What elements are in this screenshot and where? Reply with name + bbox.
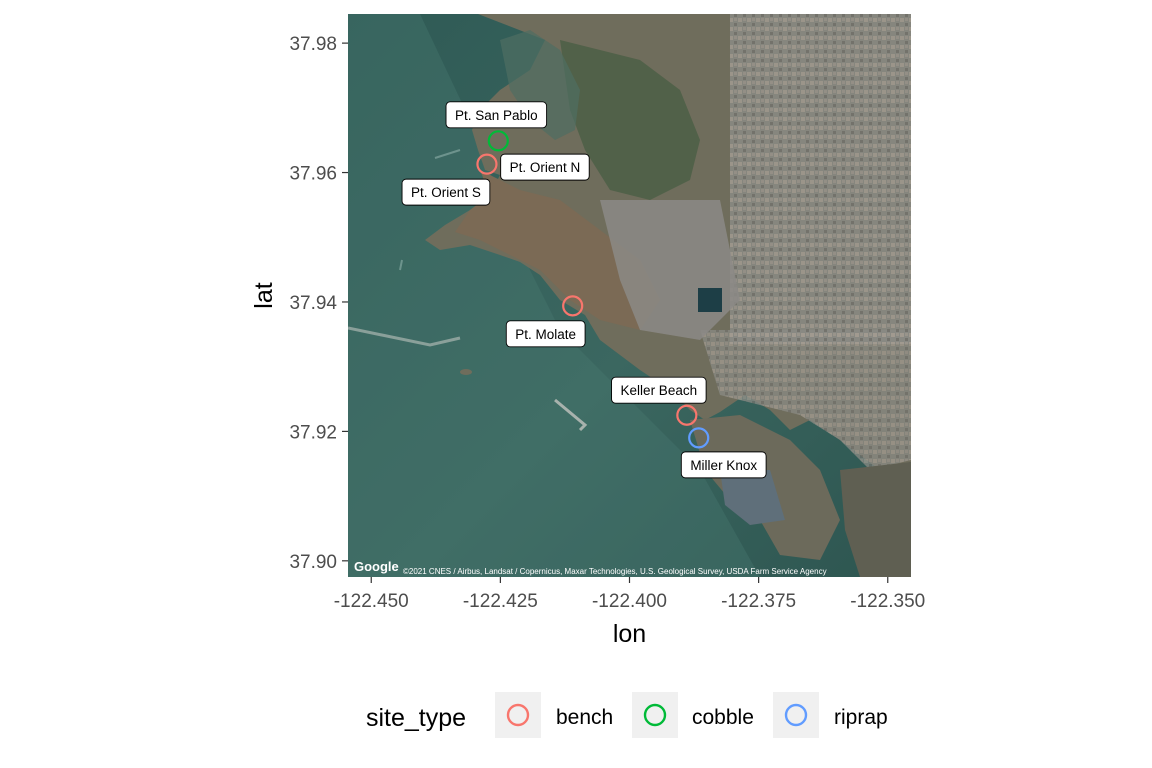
site-point — [487, 130, 509, 152]
site-label: Pt. San Pablo — [445, 101, 548, 129]
site-label-text: Pt. San Pablo — [455, 108, 538, 123]
legend-symbol-riprap — [784, 703, 808, 727]
x-tick-label: -122.425 — [463, 591, 538, 612]
settling-pond — [698, 288, 722, 312]
site-label-box — [401, 178, 491, 206]
site-label-box — [445, 101, 548, 129]
y-axis-title: lat — [250, 282, 278, 308]
site-label-box — [500, 153, 590, 181]
tidal-marsh — [560, 40, 700, 200]
y-tick-label: 37.98 — [289, 34, 337, 55]
site-labels: Pt. San Pablo Pt. Orient N Pt. Orient S Pt.… — [401, 101, 767, 479]
site-point — [676, 404, 698, 426]
y-axis: 37.90 37.92 37.94 37.96 37.98 — [289, 34, 348, 573]
site-label: Keller Beach — [611, 376, 707, 404]
site-label-text: Pt. Molate — [515, 327, 576, 342]
site-point — [562, 295, 584, 317]
legend-key — [773, 692, 819, 738]
marina — [720, 470, 785, 525]
urban-grid — [730, 14, 911, 344]
site-label-box — [611, 376, 707, 404]
legend-symbol-bench — [506, 703, 530, 727]
y-tick-label: 37.96 — [289, 164, 337, 185]
site-label-text: Pt. Orient S — [411, 185, 481, 200]
legend-label-riprap: riprap — [834, 706, 888, 729]
site-label: Pt. Molate — [505, 320, 586, 348]
legend-title: site_type — [366, 704, 466, 732]
legend-key — [495, 692, 541, 738]
site-label: Miller Knox — [680, 451, 767, 479]
legend-label-cobble: cobble — [692, 706, 754, 729]
site-label-box — [680, 451, 767, 479]
legend: site_type bench cobble riprap — [366, 692, 888, 738]
site-label: Pt. Orient N — [500, 153, 590, 181]
site-point — [476, 153, 498, 175]
legend-key — [632, 692, 678, 738]
site-point — [688, 427, 710, 449]
map-attribution: ©2021 CNES / Airbus, Landsat / Copernicu… — [403, 567, 827, 576]
google-logo: Google — [354, 559, 399, 574]
east-shore — [840, 462, 911, 577]
site-points — [476, 130, 710, 449]
x-tick-label: -122.375 — [721, 591, 796, 612]
legend-symbol-cobble — [643, 703, 667, 727]
satellite-basemap: Google ©2021 CNES / Airbus, Landsat / Co… — [348, 14, 911, 577]
site-label-text: Miller Knox — [690, 458, 757, 473]
x-tick-label: -122.400 — [592, 591, 667, 612]
site-label-text: Keller Beach — [621, 383, 698, 398]
marsh-channels — [500, 30, 580, 140]
y-tick-label: 37.92 — [289, 422, 337, 443]
x-axis: -122.450 -122.425 -122.400 -122.375 -122.350 — [334, 577, 925, 612]
y-tick-label: 37.90 — [289, 552, 337, 573]
hills — [455, 170, 660, 330]
x-tick-label: -122.450 — [334, 591, 409, 612]
site-label-text: Pt. Orient N — [510, 160, 581, 175]
urban-south — [700, 330, 911, 470]
site-label-box — [505, 320, 586, 348]
shallow-water — [348, 14, 760, 577]
san-rafael-bridge — [348, 326, 461, 347]
pier — [554, 398, 588, 432]
y-tick-label: 37.94 — [289, 293, 337, 314]
x-axis-title: lon — [613, 620, 646, 648]
site-label: Pt. Orient S — [401, 178, 491, 206]
small-island — [460, 369, 472, 375]
legend-label-bench: bench — [556, 706, 613, 729]
wake-lines — [399, 149, 461, 271]
x-tick-label: -122.350 — [850, 591, 925, 612]
